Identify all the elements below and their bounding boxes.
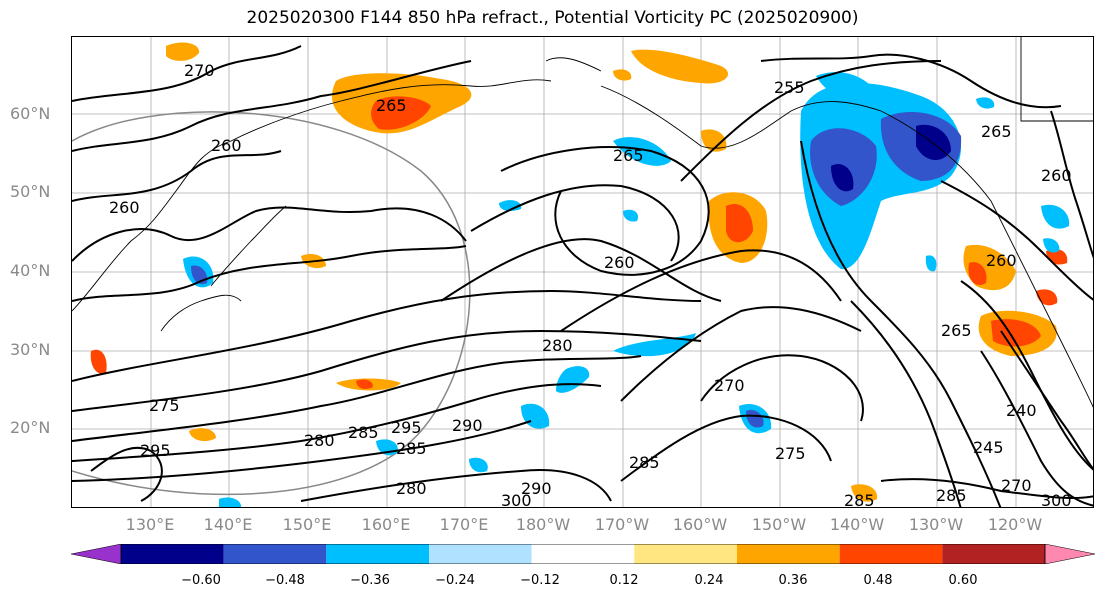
contour-label: 245 [973,438,1004,457]
colorbar-tick: −0.60 [181,573,221,588]
colorbar-segment [223,544,327,564]
colorbar-segment [839,544,943,564]
lon-label-170e: 170°E [439,515,489,534]
lon-label-130w: 130°W [908,515,964,534]
contour-label: 280 [304,431,335,450]
contour-label: 290 [452,416,483,435]
colorbar-extend-low [71,544,122,564]
colorbar-segment [942,544,1045,564]
contour-label: 285 [629,453,660,472]
colorbar-extend-high [1044,544,1095,564]
colorbar-segment [531,544,635,564]
map-canvas: 270 265 260 255 265 260 260 260 265 280 … [72,37,1093,508]
map-panel: 270 265 260 255 265 260 260 260 265 280 … [71,36,1094,508]
colorbar-tick: 0.12 [609,573,639,588]
contour-label: 280 [396,479,427,498]
contour-label: 270 [714,376,745,395]
lon-label-120w: 120°W [987,515,1043,534]
contour-label: 265 [613,146,644,165]
map-title: 2025020300 F144 850 hPa refract., Potent… [246,8,859,28]
contour-label: 260 [109,198,140,217]
lat-label-40n: 40°N [10,261,51,280]
contour-label: 295 [391,418,422,437]
lon-label-130e: 130°E [125,515,175,534]
colorbar-tick: −0.12 [520,573,560,588]
lat-label-30n: 30°N [10,340,51,359]
contour-label: 270 [184,61,215,80]
lon-label-140e: 140°E [203,515,253,534]
colorbar-tick: −0.24 [435,573,475,588]
lon-label-160w: 160°W [672,515,728,534]
contour-label: 265 [941,321,972,340]
lon-label-150e: 150°E [282,515,332,534]
colorbar-segment [121,544,224,564]
colorbar-tick: 0.36 [778,573,808,588]
coastlines [72,37,1093,408]
contour-label: 295 [140,441,171,460]
contour-label: 285 [936,486,967,505]
lat-label-60n: 60°N [10,104,51,123]
colorbar-tick: 0.24 [694,573,724,588]
height-contours [72,45,1093,507]
lon-label-160e: 160°E [361,515,411,534]
colorbar-segment [737,544,840,564]
contour-label: 290 [521,479,552,498]
colorbar-tick: −0.48 [265,573,305,588]
contour-label: 275 [149,396,180,415]
positive-pv-anomalies [90,42,1068,502]
contour-label: 275 [775,444,806,463]
contour-label: 265 [981,122,1012,141]
contour-label: 255 [774,78,805,97]
contour-label: 285 [396,439,427,458]
contour-label-group: 270 265 260 255 265 260 260 260 265 280 … [109,61,1072,508]
colorbar-segments [71,544,1095,564]
lon-label-170w: 170°W [594,515,650,534]
contour-label: 260 [986,251,1017,270]
colorbar-segment [634,544,737,564]
contour-label: 260 [211,136,242,155]
lon-label-180w: 180°W [515,515,571,534]
colorbar-tick: 0.48 [863,573,893,588]
lat-label-20n: 20°N [10,418,51,437]
colorbar-tick: 0.60 [948,573,978,588]
lon-label-150w: 150°W [751,515,807,534]
contour-label: 285 [348,423,379,442]
contour-label: 260 [604,253,635,272]
contour-label: 265 [376,96,407,115]
contour-label: 240 [1006,401,1037,420]
lon-label-140w: 140°W [829,515,885,534]
contour-label: 270 [1001,476,1032,495]
colorbar-segment [326,544,429,564]
contour-label: 300 [1041,491,1072,508]
contour-label: 260 [1041,166,1072,185]
contour-label: 280 [542,336,573,355]
colorbar [71,544,1095,564]
contour-label: 300 [501,491,532,508]
range-circle [72,111,471,496]
colorbar-segment [429,544,532,564]
colorbar-outline [120,544,1046,564]
colorbar-tick: −0.36 [350,573,390,588]
contour-label: 285 [844,491,875,508]
lat-label-50n: 50°N [10,182,51,201]
